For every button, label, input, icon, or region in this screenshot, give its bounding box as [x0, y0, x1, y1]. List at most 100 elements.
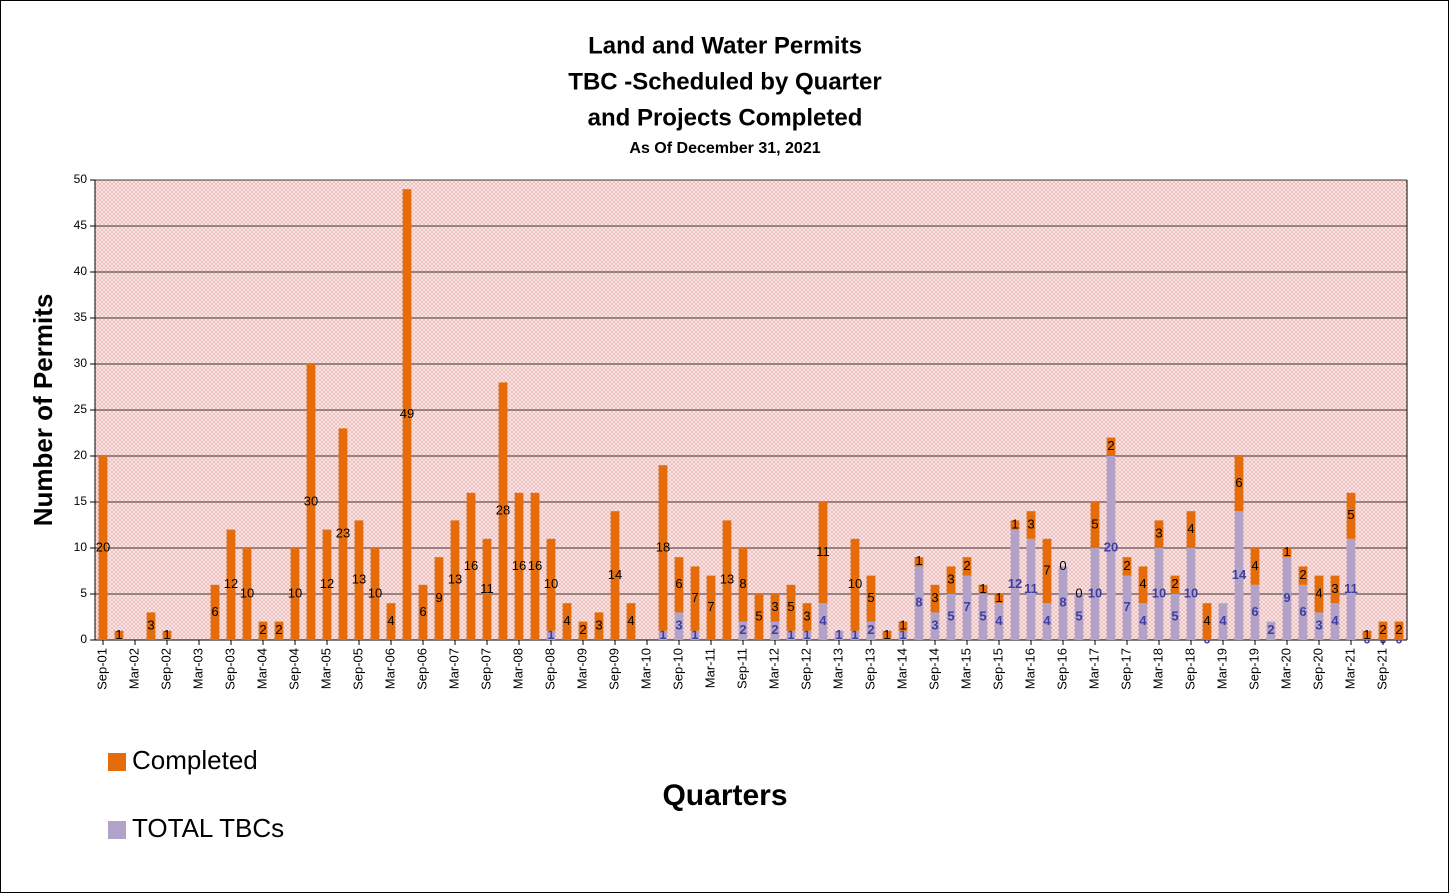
data-label: 2 [259, 622, 266, 637]
data-label: 7 [707, 599, 714, 614]
data-label: 9 [435, 590, 442, 605]
bar-segment [1266, 621, 1276, 640]
bar-segment [1154, 520, 1164, 548]
bar-segment [386, 603, 396, 640]
x-tick-label: Sep-15 [990, 648, 1005, 690]
data-label: 2 [1107, 438, 1114, 453]
y-tick-label: 30 [74, 356, 88, 370]
bar-segment [674, 612, 684, 640]
y-tick-label: 10 [74, 540, 88, 554]
bar-segment [850, 630, 860, 640]
bar-segment [482, 538, 492, 640]
bar-segment [274, 621, 284, 640]
bar-segment [1138, 566, 1148, 604]
data-label: 5 [755, 608, 762, 623]
bar-segment [1250, 584, 1260, 640]
bar-segment [1090, 548, 1100, 640]
data-label: 23 [336, 526, 350, 541]
data-label: 1 [115, 627, 122, 642]
data-label: 8 [1059, 595, 1066, 610]
x-tick-label: Sep-08 [542, 648, 557, 690]
bar-segment [1330, 603, 1340, 640]
data-label: 20 [1104, 539, 1118, 554]
bar-segment [866, 621, 876, 640]
legend-swatch [108, 753, 126, 771]
data-label: 1 [1363, 627, 1370, 642]
data-label: 1 [1011, 516, 1018, 531]
bar-segment [866, 575, 876, 622]
chart-subtitle: As Of December 31, 2021 [629, 140, 820, 157]
bar-segment [610, 511, 620, 640]
x-tick-label: Sep-01 [94, 648, 109, 690]
data-label: 1 [163, 627, 170, 642]
bar-segment [1058, 566, 1068, 640]
bar-segment [466, 492, 476, 640]
data-label: 1 [787, 627, 794, 642]
bar-segment [578, 621, 588, 640]
data-label: 2 [867, 622, 874, 637]
bar-segment [1346, 492, 1356, 539]
data-label: 10 [1152, 585, 1166, 600]
x-tick-label: Sep-19 [1246, 648, 1261, 690]
x-tick-label: Mar-05 [318, 648, 333, 689]
data-label: 6 [1235, 475, 1242, 490]
data-label: 5 [979, 608, 986, 623]
bar-segment [818, 502, 828, 604]
bar-segment [98, 456, 108, 640]
data-label: 4 [1043, 613, 1051, 628]
legend-label: Completed [132, 745, 258, 775]
y-tick-label: 25 [74, 402, 88, 416]
data-label: 9 [1283, 590, 1290, 605]
bar-segment [978, 584, 988, 594]
bar-segment [498, 382, 508, 640]
bar-segment [1282, 557, 1292, 640]
data-label: 6 [675, 576, 682, 591]
x-tick-label: Mar-07 [446, 648, 461, 689]
data-label: 4 [1219, 613, 1227, 628]
data-label: 12 [1008, 576, 1022, 591]
data-label: 1 [899, 618, 906, 633]
x-tick-label: Sep-07 [478, 648, 493, 690]
data-label: 2 [771, 622, 778, 637]
data-label: 10 [288, 585, 302, 600]
x-tick-label: Sep-10 [670, 648, 685, 690]
data-label: 3 [947, 572, 954, 587]
bar-segment [1298, 566, 1308, 585]
chart-title: and Projects Completed [588, 104, 863, 131]
bar-segment [626, 603, 636, 640]
bar-segment [114, 630, 124, 640]
x-tick-label: Mar-19 [1214, 648, 1229, 689]
bar-segment [242, 548, 252, 640]
bar-segment [1074, 594, 1084, 640]
x-tick-label: Sep-21 [1374, 648, 1389, 690]
data-label: 1 [899, 627, 906, 642]
x-tick-label: Mar-20 [1278, 648, 1293, 689]
x-tick-label: Sep-11 [734, 648, 749, 689]
x-tick-label: Sep-02 [158, 648, 173, 690]
data-label: 2 [1299, 567, 1306, 582]
y-tick-label: 0 [80, 632, 87, 646]
bar-segment [1346, 538, 1356, 640]
data-label: 20 [96, 539, 110, 554]
data-label: 1 [1283, 544, 1290, 559]
x-tick-label: Mar-18 [1150, 648, 1165, 689]
data-label: 2 [739, 622, 746, 637]
bar-segment [994, 603, 1004, 640]
bar-segment [546, 630, 556, 640]
data-label: 3 [1331, 581, 1338, 596]
data-label: 5 [1171, 608, 1178, 623]
bar-segment [402, 189, 412, 640]
data-label: 7 [691, 590, 698, 605]
data-label: 3 [1027, 516, 1034, 531]
x-tick-label: Sep-17 [1118, 648, 1133, 690]
data-label: 1 [915, 553, 922, 568]
x-tick-label: Mar-11 [702, 648, 717, 688]
bar-segment [1042, 603, 1052, 640]
bar-segment [850, 538, 860, 631]
bar-segment [210, 584, 220, 640]
data-label: 12 [224, 576, 238, 591]
y-tick-label: 40 [74, 264, 88, 278]
bar-segment [658, 630, 668, 640]
data-label: 28 [496, 503, 510, 518]
bar-segment [1250, 548, 1260, 585]
